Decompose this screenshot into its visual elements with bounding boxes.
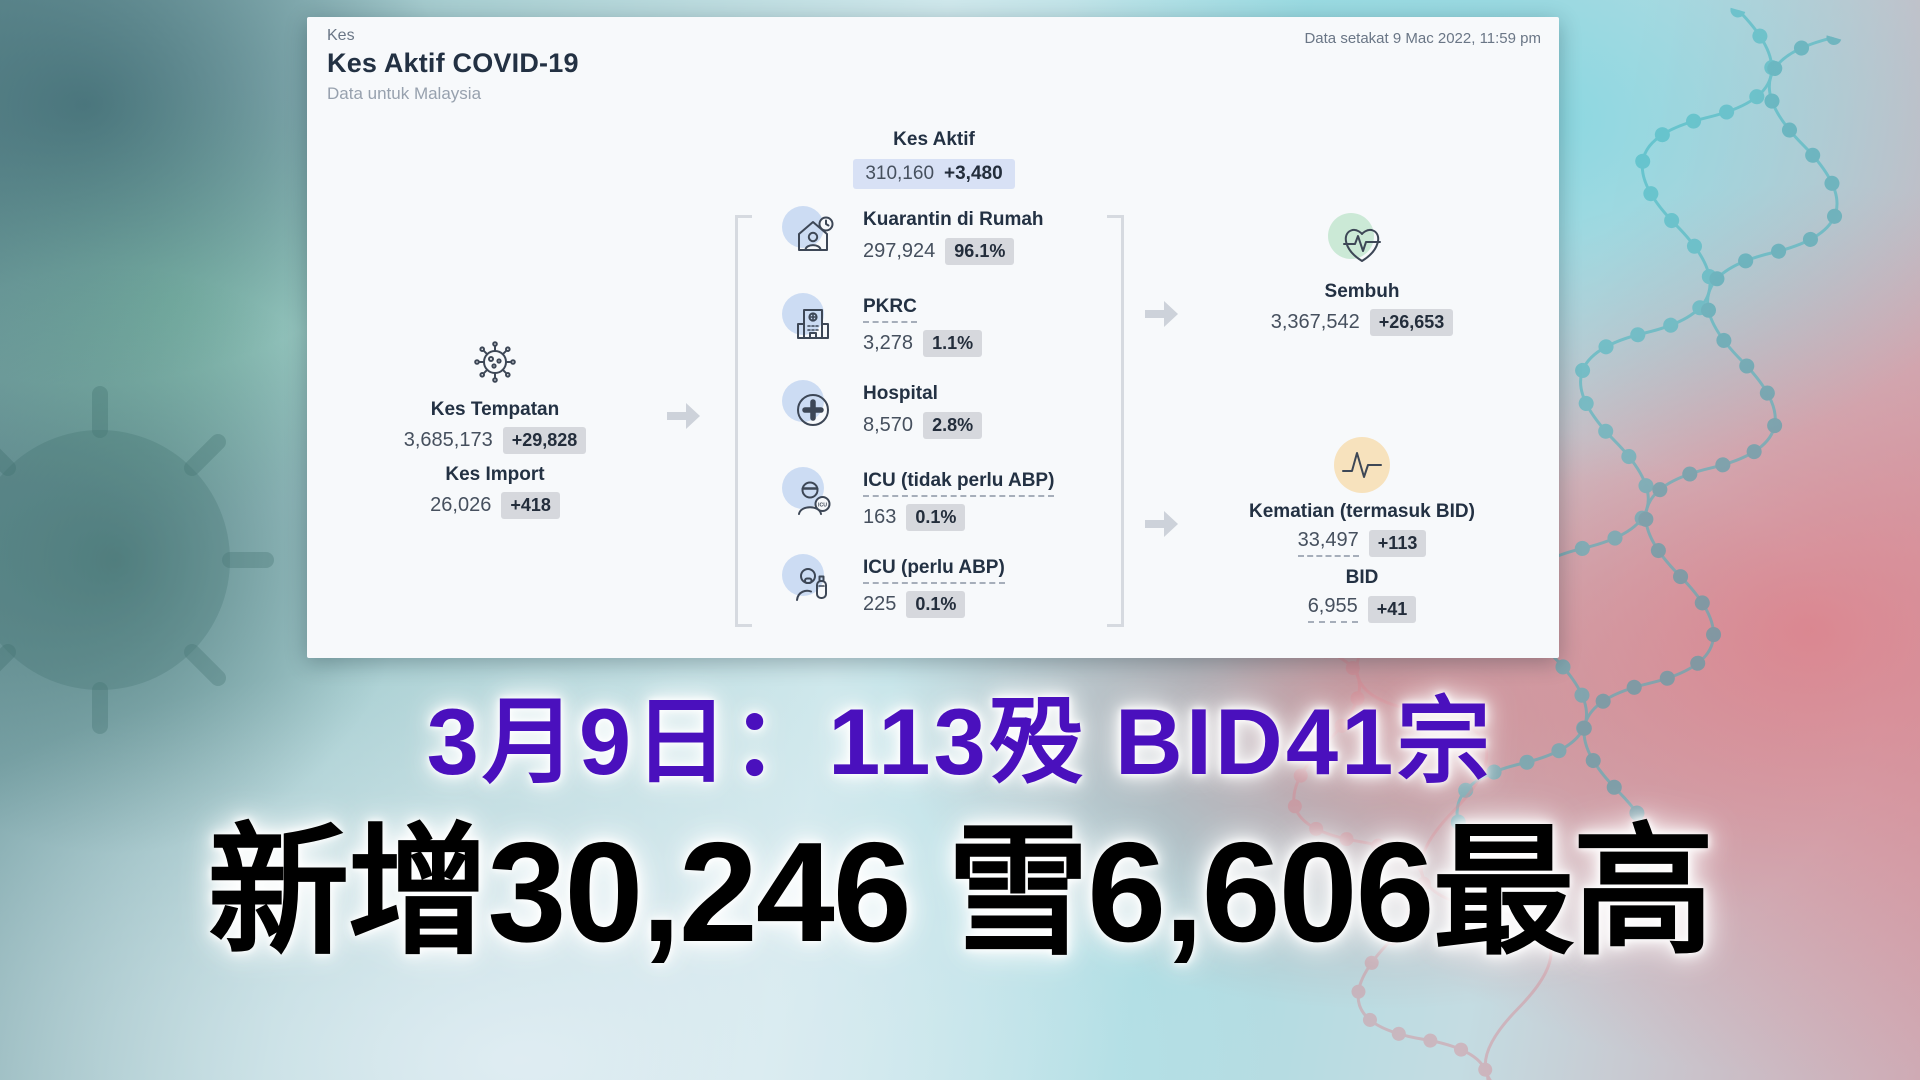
card-subtitle: Data untuk Malaysia: [327, 84, 482, 103]
sembuh-value: 3,367,542: [1270, 311, 1360, 333]
icu-abp-pct-badge: 0.1%: [906, 591, 966, 618]
bracket-right: [1107, 215, 1124, 627]
kuarantin-value: 297,924: [863, 240, 936, 262]
row-icu-abp: ICU (perlu ABP) 225 0.1%: [782, 554, 1139, 621]
bid-values: 6,955 +41: [1307, 595, 1417, 623]
card-header: Kes Kes Aktif COVID-19 Data untuk Malays…: [327, 27, 579, 104]
recovered-group: Sembuh 3,367,542 +26,653: [1212, 213, 1512, 346]
treatment-breakdown-list: Kuarantin di Rumah 297,924 96.1%: [782, 206, 1139, 644]
active-cases-label: Kes Aktif: [893, 129, 975, 150]
covid-dashboard-card: Kes Kes Aktif COVID-19 Data untuk Malays…: [307, 17, 1559, 658]
kematian-value: 33,497: [1297, 529, 1359, 557]
virus-icon: [474, 341, 516, 383]
kes-tempatan-values: 3,685,173 +29,828: [404, 427, 587, 454]
flow-arrow-deaths: [1145, 511, 1179, 537]
home-quarantine-icon: [798, 216, 834, 251]
kes-import-label: Kes Import: [445, 464, 545, 485]
icu-no-abp-value: 163: [863, 506, 897, 528]
icu-no-abp-label: ICU (tidak perlu ABP): [863, 470, 1055, 497]
sembuh-label: Sembuh: [1324, 281, 1400, 302]
bid-value: 6,955: [1307, 595, 1358, 623]
hospital-cross-icon: [797, 394, 829, 426]
kes-tempatan-delta-badge: +29,828: [502, 427, 587, 454]
active-cases-badge: 310,160 +3,480: [853, 159, 1015, 189]
hospital-value: 8,570: [863, 414, 914, 436]
kematian-label: Kematian (termasuk BID): [1249, 501, 1475, 522]
kuarantin-pct-badge: 96.1%: [945, 238, 1015, 265]
row-hospital: Hospital 8,570 2.8%: [782, 380, 1139, 447]
kuarantin-label: Kuarantin di Rumah: [863, 209, 1044, 230]
flow-arrow-recovered: [1145, 301, 1179, 327]
hospital-pct-badge: 2.8%: [923, 412, 983, 439]
kematian-delta-badge: +113: [1368, 529, 1427, 557]
bracket-left: [735, 215, 752, 627]
row-icu-no-abp: ICU ICU (tidak perlu ABP) 163 0.1%: [782, 467, 1139, 534]
active-cases-delta: +3,480: [944, 163, 1003, 184]
active-cases-block: Kes Aktif 310,160 +3,480: [774, 129, 1094, 189]
row-pkrc: PKRC 3,278 1.1%: [782, 293, 1139, 360]
data-timestamp: Data setakat 9 Mac 2022, 11:59 pm: [1304, 30, 1541, 47]
pulse-line-icon: [1342, 452, 1382, 478]
row-kuarantin-di-rumah: Kuarantin di Rumah 297,924 96.1%: [782, 206, 1139, 273]
kes-import-value: 26,026: [430, 494, 492, 516]
pkrc-label: PKRC: [863, 296, 917, 323]
deaths-group: Kematian (termasuk BID) 33,497 +113 BID …: [1212, 437, 1512, 633]
icu-patient-icon: ICU: [798, 481, 831, 515]
bid-delta-badge: +41: [1367, 595, 1417, 623]
svg-text:ICU: ICU: [818, 502, 827, 508]
kes-tempatan-value: 3,685,173: [403, 429, 493, 451]
kes-import-delta-badge: +418: [501, 492, 560, 519]
pkrc-value: 3,278: [863, 332, 914, 354]
headline-deaths-line: 3月9日：113殁 BID41宗: [426, 689, 1494, 794]
headline-newcases-line: 新增30,246 雪6,606最高: [207, 813, 1714, 972]
icu-ventilator-icon: [796, 568, 827, 601]
icu-abp-value: 225: [863, 593, 897, 615]
active-cases-value: 310,160: [865, 163, 935, 184]
pkrc-pct-badge: 1.1%: [923, 330, 983, 357]
icu-no-abp-pct-badge: 0.1%: [906, 504, 966, 531]
card-eyebrow: Kes: [327, 27, 355, 44]
card-title: Kes Aktif COVID-19: [327, 48, 579, 78]
kes-import-values: 26,026 +418: [430, 492, 560, 519]
icu-abp-label: ICU (perlu ABP): [863, 557, 1005, 584]
local-import-cases-group: Kes Tempatan 3,685,173 +29,828 Kes Impor…: [335, 333, 655, 529]
kematian-values: 33,497 +113: [1297, 529, 1427, 557]
pkrc-building-icon: [797, 309, 829, 339]
heart-pulse-icon: [1343, 228, 1381, 262]
kes-tempatan-label: Kes Tempatan: [430, 399, 560, 420]
sembuh-delta-badge: +26,653: [1369, 309, 1454, 336]
flow-arrow-left: [667, 403, 701, 429]
sembuh-values: 3,367,542 +26,653: [1271, 309, 1454, 336]
bid-label: BID: [1345, 567, 1379, 588]
hospital-label: Hospital: [863, 383, 938, 404]
